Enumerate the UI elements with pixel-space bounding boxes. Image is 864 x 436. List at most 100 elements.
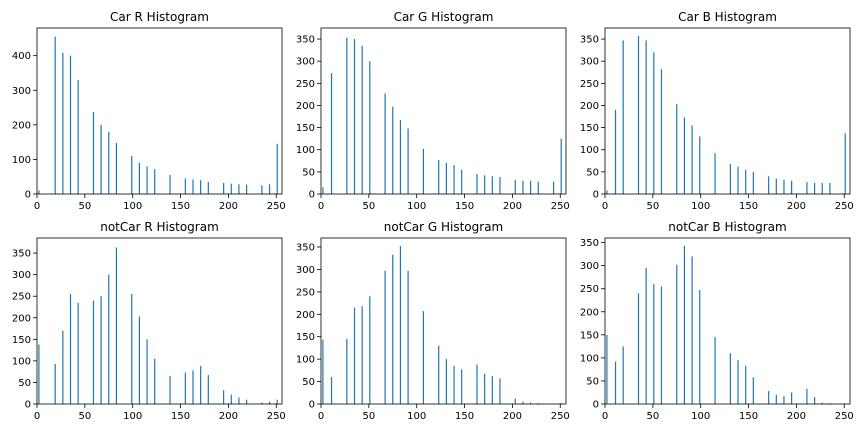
x-tick-label: 100 (123, 201, 142, 212)
histogram-bar (745, 366, 746, 404)
plot-frame (37, 238, 282, 404)
y-tick-label: 200 (12, 120, 31, 131)
x-tick-label: 100 (691, 411, 710, 422)
y-tick-label: 250 (580, 79, 599, 90)
histogram-bar (423, 311, 424, 404)
y-tick-label: 200 (296, 101, 315, 112)
x-tick-label: 200 (787, 201, 806, 212)
histogram-bar (714, 337, 715, 404)
x-tick-label: 0 (602, 201, 608, 212)
histogram-bar (653, 284, 654, 404)
histogram-bar (62, 53, 63, 194)
y-tick-label: 0 (25, 400, 31, 411)
y-tick-label: 300 (296, 57, 315, 68)
histogram-bar (423, 149, 424, 194)
x-tick-label: 100 (407, 411, 426, 422)
x-tick-label: 0 (34, 201, 40, 212)
x-tick-label: 50 (362, 201, 375, 212)
plot-frame (37, 28, 282, 194)
y-tick-label: 150 (296, 123, 315, 134)
histogram-bar (783, 396, 784, 404)
x-tick-label: 0 (34, 411, 40, 422)
histogram-bar (822, 183, 823, 194)
histogram-bar (154, 169, 155, 194)
x-tick-label: 150 (455, 201, 474, 212)
histogram-bar (192, 179, 193, 194)
y-tick-label: 300 (580, 57, 599, 68)
histogram-bar (116, 247, 117, 404)
x-tick-label: 200 (787, 411, 806, 422)
y-tick-label: 400 (12, 51, 31, 62)
histogram-bar (108, 275, 109, 404)
y-tick-label: 300 (296, 265, 315, 276)
x-tick-label: 0 (602, 411, 608, 422)
histogram-bar (814, 183, 815, 194)
y-tick-label: 100 (296, 145, 315, 156)
histogram-bar (661, 69, 662, 194)
x-tick-label: 50 (78, 201, 91, 212)
histogram-bar (522, 181, 523, 194)
y-tick-label: 0 (309, 400, 315, 411)
histogram-bar (346, 38, 347, 194)
histogram-bar (476, 365, 477, 404)
histogram-bar (322, 187, 323, 194)
histogram-bar (768, 391, 769, 404)
histogram-bar (369, 61, 370, 194)
histogram-bar (246, 185, 247, 194)
chart-title: Car B Histogram (678, 10, 777, 24)
histogram-bar (407, 128, 408, 194)
histogram-bar (400, 120, 401, 194)
x-tick-label: 150 (171, 201, 190, 212)
histogram-bar (684, 246, 685, 404)
histogram-bar (714, 153, 715, 194)
histogram-bar (238, 184, 239, 194)
histogram-bar (269, 184, 270, 194)
chart-title: notCar G Histogram (384, 220, 504, 234)
histogram-bar (699, 136, 700, 194)
histogram-bar (530, 181, 531, 194)
histogram-bar (676, 104, 677, 194)
y-tick-label: 200 (12, 313, 31, 324)
x-tick-label: 150 (739, 411, 758, 422)
histogram-bar (730, 353, 731, 404)
histogram-bar (231, 184, 232, 194)
histogram-bar (331, 377, 332, 404)
histogram-bar (185, 178, 186, 194)
y-tick-label: 350 (12, 249, 31, 260)
histogram-bar (146, 339, 147, 404)
histogram-bar (238, 398, 239, 404)
histogram-bar (484, 175, 485, 194)
histogram-bar (538, 182, 539, 194)
chart-title: notCar B Histogram (668, 220, 786, 234)
chart-title: notCar R Histogram (100, 220, 219, 234)
y-tick-label: 350 (580, 35, 599, 46)
histogram-bar (515, 180, 516, 194)
histogram-bar (745, 170, 746, 194)
histogram-bar (691, 256, 692, 404)
histogram-bar (261, 185, 262, 194)
y-tick-label: 250 (12, 292, 31, 303)
y-tick-label: 150 (296, 332, 315, 343)
histogram-bar (322, 340, 323, 404)
histogram-bar (646, 40, 647, 194)
histogram-bar (392, 255, 393, 404)
y-tick-label: 150 (580, 123, 599, 134)
histogram-bar (70, 294, 71, 404)
histogram-bar (223, 183, 224, 194)
y-tick-label: 200 (580, 101, 599, 112)
histogram-bar (661, 286, 662, 404)
x-tick-label: 200 (219, 201, 238, 212)
x-tick-label: 150 (455, 411, 474, 422)
histogram-bar (646, 268, 647, 404)
x-tick-label: 250 (835, 201, 854, 212)
histogram-bar (476, 174, 477, 194)
histogram-bar (561, 139, 562, 194)
x-tick-label: 100 (407, 201, 426, 212)
histogram-bar (653, 52, 654, 194)
